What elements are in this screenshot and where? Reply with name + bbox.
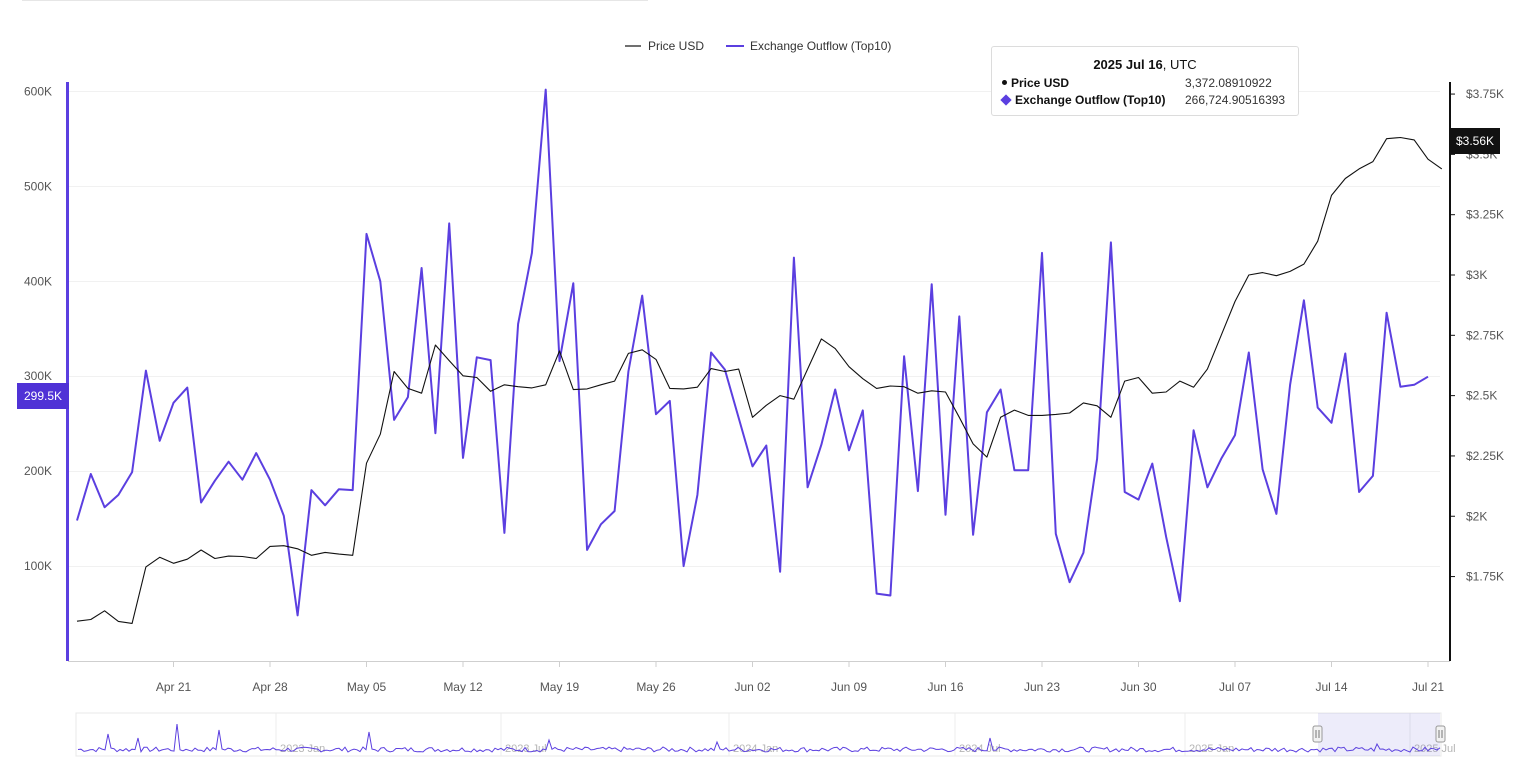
x-tick-label: May 05 bbox=[347, 680, 387, 694]
left-tick-label: 600K bbox=[24, 84, 52, 98]
legend-price-label[interactable]: Price USD bbox=[648, 39, 704, 53]
right-axis-ticks: $1.75K$2K$2.25K$2.5K$2.75K$3K$3.25K$3.5K… bbox=[1450, 87, 1504, 584]
x-tick-label: Jun 23 bbox=[1024, 680, 1060, 694]
x-tick-label: Jun 30 bbox=[1120, 680, 1156, 694]
x-tick-label: Jul 21 bbox=[1412, 680, 1444, 694]
x-axis-ticks: Apr 21 Apr 28 May 05 May 12 May 19 May 26 Jun … bbox=[156, 661, 1444, 694]
tooltip-row-price: Price USD 3,372.08910922 bbox=[1002, 76, 1288, 92]
left-axis-ticks: 100K 200K 300K 400K 500K 600K bbox=[24, 84, 52, 573]
x-tick-label: May 19 bbox=[540, 680, 580, 694]
tooltip-row-outflow: Exchange Outflow (Top10) 266,724.9051639… bbox=[1000, 93, 1288, 109]
top-divider bbox=[22, 0, 648, 1]
x-tick-label: Jun 02 bbox=[734, 680, 770, 694]
right-axis-current-value-badge: $3.56K bbox=[1450, 128, 1500, 154]
series-layer bbox=[76, 88, 1443, 624]
series-line-price-usd bbox=[76, 136, 1443, 624]
right-tick-label: $1.75K bbox=[1466, 570, 1504, 584]
tooltip-price-label: Price USD bbox=[1011, 76, 1070, 90]
right-tick-label: $3.25K bbox=[1466, 208, 1504, 222]
x-tick-label: Jul 07 bbox=[1219, 680, 1251, 694]
x-tick-label: May 26 bbox=[636, 680, 676, 694]
legend[interactable]: Price USD Exchange Outflow (Top10) bbox=[625, 39, 891, 53]
right-tick-label: $2.5K bbox=[1466, 389, 1497, 403]
navigator-handle-right[interactable] bbox=[1435, 725, 1446, 743]
gridlines bbox=[68, 91, 1440, 567]
chart-tooltip: 2025 Jul 16, UTC Price USD 3,372.0891092… bbox=[991, 46, 1299, 116]
left-tick-label: 300K bbox=[24, 369, 52, 383]
tooltip-date-bold: 2025 Jul 16 bbox=[1093, 57, 1163, 72]
left-tick-label: 500K bbox=[24, 179, 52, 193]
legend-outflow-label[interactable]: Exchange Outflow (Top10) bbox=[750, 39, 891, 53]
tooltip-price-value: 3,372.08910922 bbox=[1185, 76, 1272, 90]
right-tick-label: $2.25K bbox=[1466, 449, 1504, 463]
diamond-bullet-icon bbox=[1000, 94, 1012, 106]
right-tick-label: $2.75K bbox=[1466, 328, 1504, 342]
tooltip-date-suffix: , UTC bbox=[1162, 57, 1197, 72]
left-axis-current-value-badge: 299.5K bbox=[17, 383, 69, 409]
navigator-series-line bbox=[77, 723, 1441, 753]
x-tick-label: May 12 bbox=[443, 680, 483, 694]
tooltip-date: 2025 Jul 16, UTC bbox=[992, 57, 1298, 72]
navigator-selection[interactable] bbox=[1318, 713, 1440, 756]
tooltip-price-name: Price USD bbox=[1002, 76, 1069, 90]
x-tick-label: Apr 28 bbox=[252, 680, 288, 694]
left-tick-label: 200K bbox=[24, 464, 52, 478]
right-tick-label: $3K bbox=[1466, 268, 1487, 282]
right-tick-label: $2K bbox=[1466, 509, 1487, 523]
navigator[interactable]: 2023 Jan 2023 Jul 2024 Jan 2024 Jul 2025 Jan… bbox=[75, 712, 1456, 757]
x-tick-label: Jun 09 bbox=[831, 680, 867, 694]
left-tick-label: 400K bbox=[24, 274, 52, 288]
tooltip-outflow-value: 266,724.90516393 bbox=[1185, 93, 1286, 107]
tooltip-outflow-label: Exchange Outflow (Top10) bbox=[1015, 93, 1166, 107]
x-tick-label: Jun 16 bbox=[927, 680, 963, 694]
navigator-frame bbox=[75, 712, 1442, 757]
series-line-exchange-outflow bbox=[76, 88, 1429, 617]
right-tick-label: $3.75K bbox=[1466, 87, 1504, 101]
navigator-handle-left[interactable] bbox=[1312, 725, 1323, 743]
left-tick-label: 100K bbox=[24, 559, 52, 573]
circle-bullet-icon bbox=[1002, 80, 1007, 86]
x-tick-label: Apr 21 bbox=[156, 680, 192, 694]
navigator-label: 2023 Jan bbox=[280, 743, 325, 755]
x-tick-label: Jul 14 bbox=[1315, 680, 1347, 694]
tooltip-outflow-name: Exchange Outflow (Top10) bbox=[1000, 93, 1166, 107]
